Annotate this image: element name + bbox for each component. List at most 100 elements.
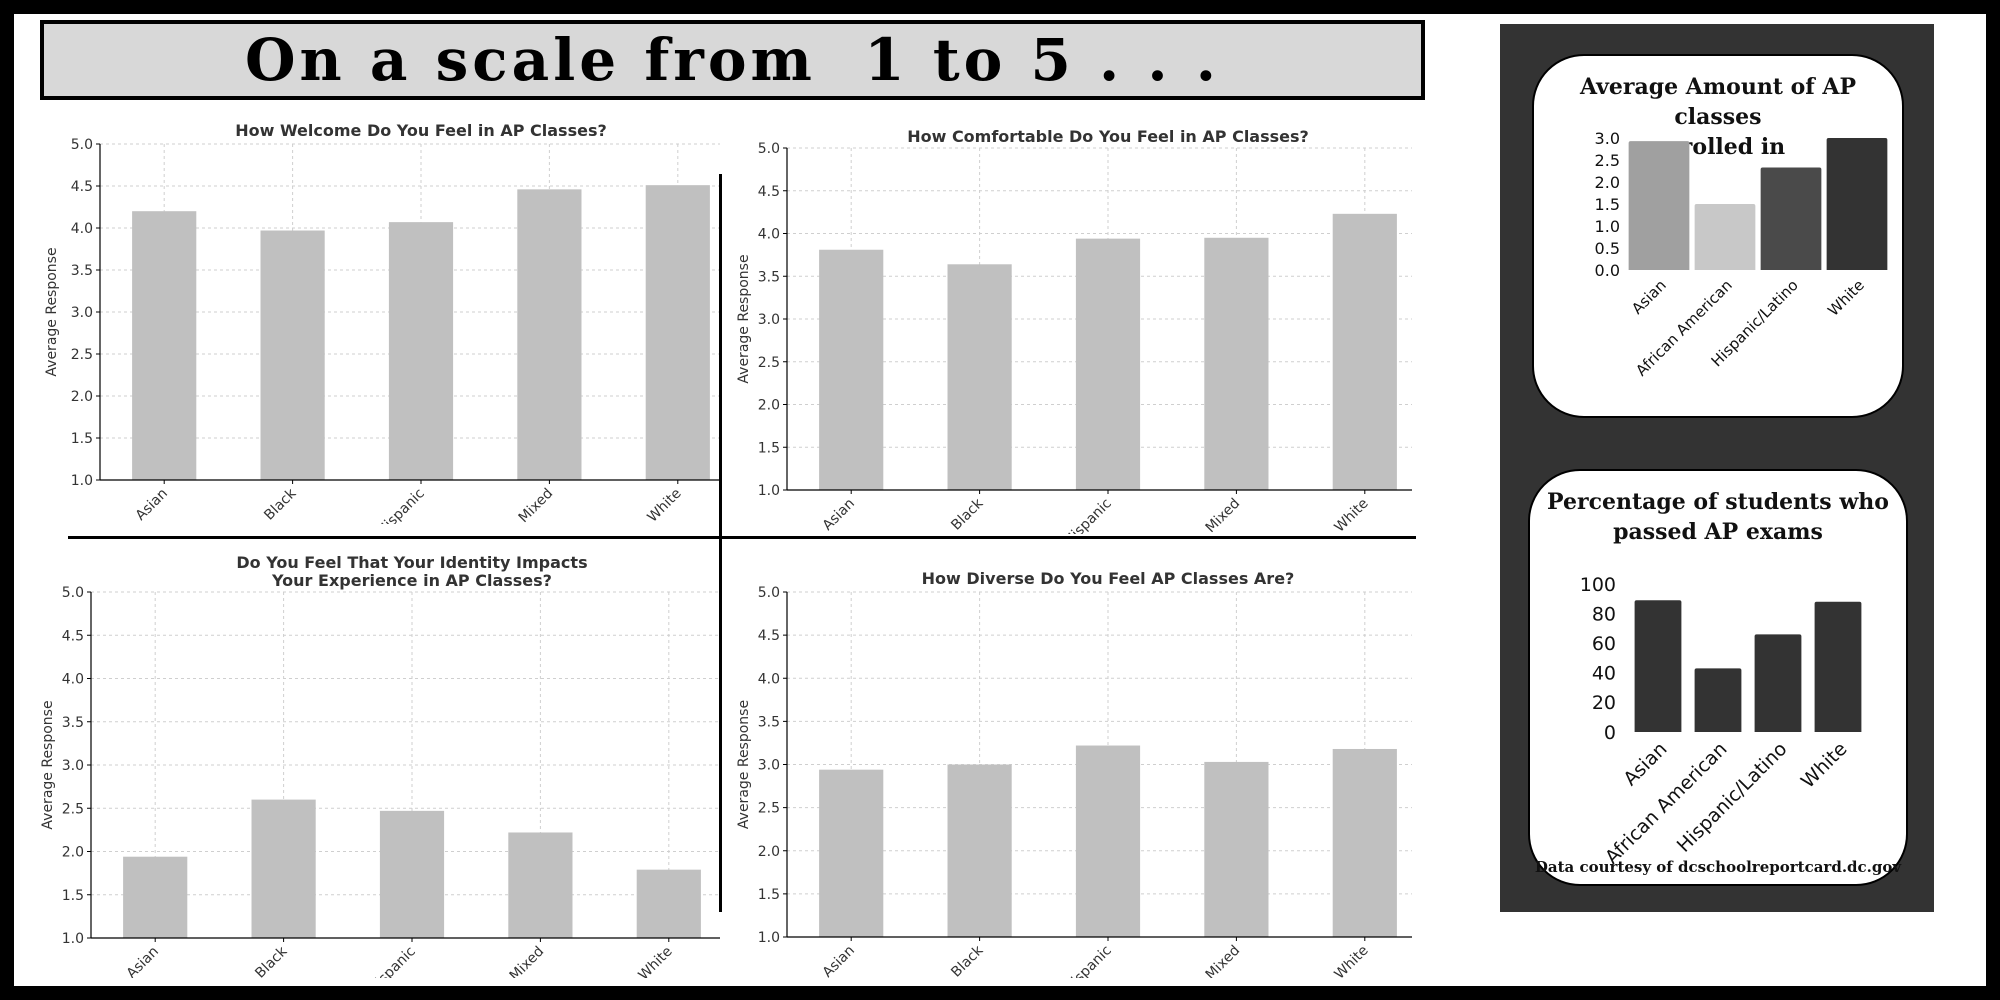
ap-enrollment-card: Average Amount of AP classes enrolled in…: [1532, 54, 1904, 418]
y-tick-label: 2.0: [62, 845, 84, 861]
bar: [947, 264, 1012, 490]
bar: [517, 189, 582, 481]
y-tick-label: 2.5: [71, 347, 93, 363]
diverse-chart: 1.0 1.5 2.0 2.5 3.0 3.5 4.0 4.5 5.0 Asian Black His…: [736, 569, 1412, 978]
x-tick-label: Mixed: [1203, 496, 1244, 534]
y-tick-label: 3.0: [758, 312, 780, 328]
bar: [1332, 213, 1397, 490]
y-tick-label: 5.0: [758, 141, 780, 157]
y-axis-label: Average Response: [736, 254, 752, 383]
y-tick-label: 4.5: [758, 628, 780, 644]
bar: [1204, 761, 1269, 937]
y-tick-label: 4.5: [71, 179, 93, 195]
y-tick-label: 3.0: [71, 305, 93, 321]
y-tick-label: 1.5: [1595, 195, 1620, 214]
y-tick-label: 0: [1604, 722, 1616, 744]
bar: [132, 211, 197, 480]
y-tick-label: 3.5: [71, 263, 93, 279]
y-tick-label: 4.0: [71, 221, 93, 237]
bar: [1634, 600, 1682, 732]
bar: [1628, 141, 1690, 270]
y-tick-label: 0.5: [1595, 239, 1620, 258]
x-tick-label: Black: [252, 943, 291, 978]
bar: [819, 249, 884, 490]
y-tick-label: 4.5: [758, 184, 780, 200]
x-tick-label: White: [636, 944, 676, 978]
y-tick-label: 5.0: [71, 137, 93, 153]
bar: [636, 869, 701, 938]
bar: [645, 185, 710, 480]
y-tick-label: 4.0: [62, 672, 84, 688]
chart-title: How Diverse Do You Feel AP Classes Are?: [922, 569, 1295, 588]
chart-title: How Welcome Do You Feel in AP Classes?: [235, 121, 607, 140]
identity-chart: 1.0 1.5 2.0 2.5 3.0 3.5 4.0 4.5 5.0 Asian Black His…: [40, 553, 720, 978]
ap-pass-title: Percentage of students who passed AP exa…: [1530, 487, 1906, 547]
bar: [1754, 634, 1802, 732]
bar: [1694, 668, 1742, 732]
y-tick-label: 0.0: [1595, 261, 1620, 280]
y-tick-label: 2.5: [62, 801, 84, 817]
bar: [388, 222, 454, 480]
x-tick-label: Asian: [820, 943, 858, 978]
y-tick-label: 1.5: [758, 887, 780, 903]
bar: [1760, 167, 1822, 270]
bar: [508, 832, 573, 938]
bar: [1075, 745, 1141, 937]
chart-title: Your Experience in AP Classes?: [271, 571, 552, 590]
ap-pass-card: Percentage of students who passed AP exa…: [1528, 469, 1908, 886]
page-title-banner: On a scale from 1 to 5 . . .: [40, 20, 1425, 100]
y-tick-label: 2.5: [1595, 151, 1620, 170]
x-tick-label: Mixed: [516, 486, 557, 524]
x-tick-label: Black: [948, 942, 987, 978]
y-tick-label: 1.0: [62, 931, 84, 947]
x-tick-label: Mixed: [1203, 943, 1244, 978]
x-tick-label: Hispanic/Latino: [1673, 738, 1792, 857]
x-tick-label: Hispanic: [374, 486, 427, 524]
y-tick-label: 80: [1592, 603, 1616, 625]
bar: [1694, 204, 1756, 270]
data-source-footer: Data courtesy of dcschoolreportcard.dc.g…: [1534, 858, 1902, 876]
bar: [1826, 138, 1888, 270]
y-axis-label: Average Response: [736, 700, 752, 829]
y-tick-label: 2.5: [758, 355, 780, 371]
chart-title: Do You Feel That Your Identity Impacts: [236, 553, 587, 572]
bar: [1204, 237, 1269, 490]
y-axis-label: Average Response: [40, 700, 56, 829]
y-tick-label: 20: [1592, 692, 1616, 714]
chart-title: How Comfortable Do You Feel in AP Classe…: [907, 127, 1309, 146]
bar: [260, 230, 325, 480]
x-tick-label: Asian: [820, 496, 858, 534]
y-tick-label: 1.0: [758, 483, 780, 499]
y-tick-label: 2.0: [71, 389, 93, 405]
y-tick-label: 4.0: [758, 227, 780, 243]
x-tick-label: Mixed: [507, 944, 548, 978]
y-tick-label: 3.5: [758, 269, 780, 285]
x-tick-label: Black: [261, 485, 300, 524]
x-tick-label: Hispanic: [1061, 496, 1114, 534]
y-tick-label: 1.0: [758, 930, 780, 946]
x-tick-label: Black: [948, 495, 987, 534]
x-tick-label: White: [645, 486, 685, 524]
bar: [123, 856, 188, 938]
x-tick-label: Hispanic: [1061, 943, 1114, 978]
y-axis-label: Average Response: [44, 247, 60, 376]
x-tick-label: Asian: [133, 486, 171, 524]
x-tick-label: White: [1824, 276, 1868, 320]
x-tick-label: Asian: [1619, 738, 1671, 790]
y-tick-label: 1.0: [71, 473, 93, 489]
comfortable-chart: 1.0 1.5 2.0 2.5 3.0 3.5 4.0 4.5 5.0 Asian Black His…: [736, 127, 1412, 534]
bar: [1075, 238, 1141, 490]
y-tick-label: 60: [1592, 633, 1616, 655]
ap-pass-title-line: Percentage of students who: [1547, 489, 1889, 515]
y-tick-label: 3.0: [62, 758, 84, 774]
y-tick-label: 3.0: [1595, 129, 1620, 148]
x-tick-label: Asian: [1628, 276, 1670, 318]
x-tick-label: White: [1332, 496, 1372, 534]
vertical-divider: [719, 174, 722, 912]
y-tick-label: 1.5: [71, 431, 93, 447]
y-tick-label: 5.0: [758, 585, 780, 601]
bar: [1814, 601, 1862, 732]
y-tick-label: 2.0: [758, 844, 780, 860]
bar: [379, 810, 445, 938]
